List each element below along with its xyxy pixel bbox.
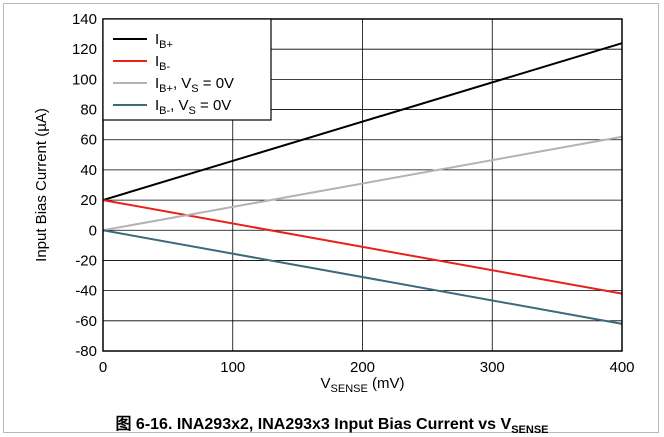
figure-caption: 图 6-16. INA293x2, INA293x3 Input Bias Cu… — [0, 410, 664, 436]
caption-text: 图 6-16. INA293x2, INA293x3 Input Bias Cu… — [115, 416, 512, 433]
y-tick-label: 0 — [89, 222, 97, 239]
legend-entry-1: IB+ — [155, 31, 173, 51]
y-tick-label: 140 — [72, 11, 97, 28]
plot-border — [102, 18, 623, 352]
y-tick-label: -80 — [75, 343, 97, 360]
y-tick-label: 20 — [80, 192, 97, 209]
x-axis-label-main: V — [321, 375, 331, 392]
legend-entry-4: IB-, VS = 0V — [155, 97, 231, 117]
y-tick-label: 120 — [72, 41, 97, 58]
series-lines — [102, 42, 623, 325]
figure-frame — [3, 3, 659, 433]
series-line-4 — [102, 229, 623, 325]
y-axis-label: Input Bias Current (µA) — [33, 108, 50, 262]
x-tick-label: 0 — [99, 359, 107, 376]
legend-entry-3: IB+, VS = 0V — [155, 75, 234, 95]
x-tick-labels: 0 100 200 300 400 — [99, 359, 635, 376]
caption-sub: SENSE — [511, 424, 549, 437]
x-tick-label: 100 — [220, 359, 245, 376]
series-line-3 — [102, 135, 623, 232]
y-tick-label: -40 — [75, 283, 97, 300]
x-tick-label: 200 — [350, 359, 375, 376]
y-tick-label: -60 — [75, 313, 97, 330]
series-line-1 — [102, 42, 623, 202]
legend-box — [102, 18, 272, 121]
y-tick-label: 100 — [72, 71, 97, 88]
y-tick-label: -20 — [75, 252, 97, 269]
y-tick-label: 80 — [80, 102, 97, 119]
x-axis-label: VSENSE (mV) — [321, 375, 405, 395]
y-tick-label: 60 — [80, 132, 97, 149]
y-tick-label: 40 — [80, 162, 97, 179]
x-axis-label-unit: (mV) — [368, 375, 405, 392]
x-axis-label-sub: SENSE — [331, 383, 368, 395]
x-tick-label: 400 — [609, 359, 634, 376]
x-tick-label: 300 — [480, 359, 505, 376]
legend-entry-2: IB- — [155, 53, 171, 73]
y-tick-labels: -80 -60 -40 -20 0 20 40 60 80 100 120 140 — [72, 11, 97, 360]
